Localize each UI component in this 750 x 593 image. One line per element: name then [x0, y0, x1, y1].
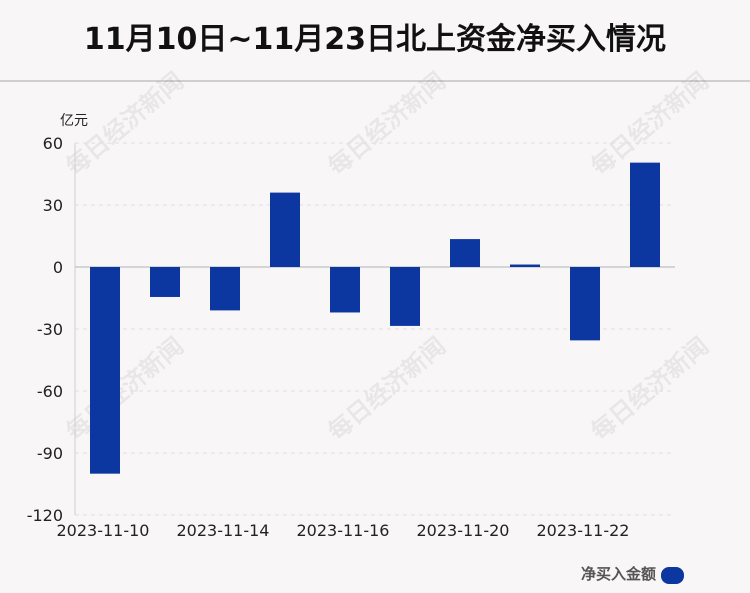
- y-tick-label: -60: [37, 382, 63, 401]
- bar-2023-11-20: [450, 239, 480, 267]
- x-tick-label: 2023-11-14: [177, 521, 270, 540]
- y-tick-label: -120: [27, 506, 63, 525]
- x-tick-label: 2023-11-16: [297, 521, 390, 540]
- bar-2023-11-14: [210, 267, 240, 311]
- legend-swatch: [661, 567, 684, 584]
- chart-title: 11月10日~11月23日北上资金净买入情况: [83, 22, 667, 57]
- watermark-text: 每日经济新闻: [323, 67, 451, 181]
- watermark-text: 每日经济新闻: [61, 332, 189, 446]
- gridlines: [75, 142, 675, 516]
- bar-2023-11-10: [90, 267, 120, 474]
- watermark-text: 每日经济新闻: [323, 332, 451, 446]
- legend: 净买入金额: [581, 565, 684, 584]
- x-tick-label: 2023-11-22: [537, 521, 630, 540]
- bar-2023-11-23: [630, 162, 660, 267]
- y-tick-label: -90: [37, 444, 63, 463]
- bar-2023-11-22: [570, 267, 600, 341]
- bar-2023-11-21: [510, 264, 540, 267]
- bar-2023-11-17: [390, 267, 420, 326]
- bars: [90, 162, 660, 474]
- watermark-text: 每日经济新闻: [586, 332, 714, 446]
- y-tick-labels: 60 30 0 -30 -60 -90 -120: [27, 134, 63, 525]
- title-divider: [0, 80, 750, 82]
- legend-label: 净买入金额: [581, 565, 656, 583]
- x-tick-label: 2023-11-20: [417, 521, 510, 540]
- bar-2023-11-16: [330, 267, 360, 313]
- y-unit-label: 亿元: [60, 113, 88, 129]
- y-tick-label: 0: [53, 258, 63, 277]
- y-tick-label: -30: [37, 320, 63, 339]
- y-tick-label: 60: [43, 134, 63, 153]
- y-tick-label: 30: [43, 196, 63, 215]
- bar-2023-11-13: [150, 267, 180, 297]
- x-tick-labels: 2023-11-10 2023-11-14 2023-11-16 2023-11-20…: [57, 521, 630, 540]
- x-tick-label: 2023-11-10: [57, 521, 150, 540]
- bar-2023-11-15: [270, 192, 300, 267]
